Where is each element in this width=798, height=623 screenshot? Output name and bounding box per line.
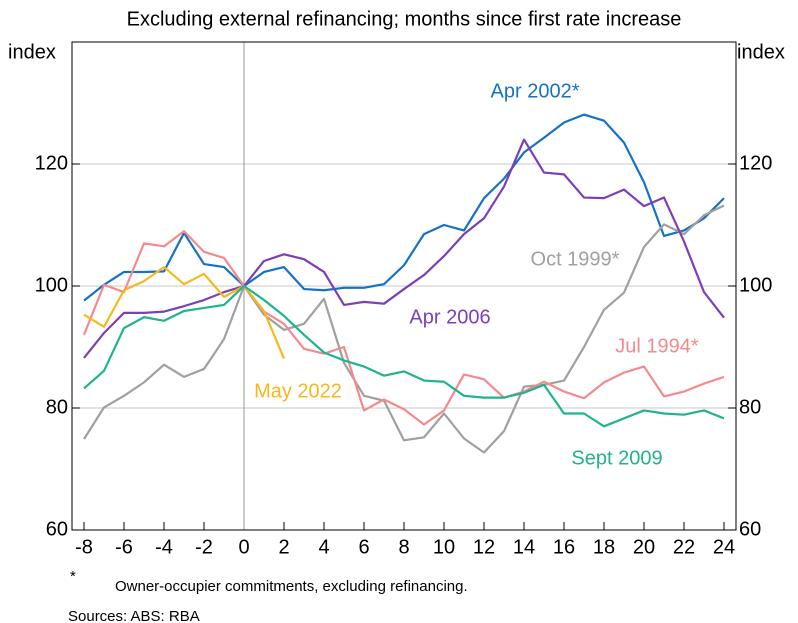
plot-frame [71, 41, 737, 531]
x-tick-label: 4 [318, 536, 329, 558]
series-label: Apr 2002* [491, 80, 580, 102]
y2-tick-label: 80 [739, 396, 761, 418]
x-tick-label: -8 [75, 536, 93, 558]
x-tick-label: 6 [358, 536, 369, 558]
y-tick-label: 100 [35, 274, 68, 296]
footnote: Owner-occupier commitments, excluding re… [115, 578, 468, 595]
y-tick-label: 60 [46, 518, 68, 540]
series-line [83, 138, 725, 359]
x-tick-label: 18 [593, 536, 615, 558]
series-label: May 2022 [254, 380, 342, 402]
y-axis-label: index [8, 41, 56, 63]
x-tick-label: 20 [633, 536, 655, 558]
x-tick-label: 0 [238, 536, 249, 558]
x-tick-label: 2 [278, 536, 289, 558]
y2-tick-label: 60 [739, 518, 761, 540]
chart-title: Excluding external refinancing; months s… [127, 8, 682, 30]
series-label: Jul 1994* [615, 335, 699, 357]
x-tick-label: 12 [473, 536, 495, 558]
x-tick-label: 14 [513, 536, 535, 558]
y-tick-label: 80 [46, 396, 68, 418]
x-tick-label: -6 [115, 536, 133, 558]
x-tick-label: 24 [713, 536, 735, 558]
series-line [83, 204, 725, 454]
x-tick-label: 10 [433, 536, 455, 558]
series-line [83, 113, 725, 302]
series-label: Oct 1999* [531, 248, 620, 270]
x-tick-label: -4 [155, 536, 173, 558]
x-tick-label: 16 [553, 536, 575, 558]
y-tick-label: 120 [35, 152, 68, 174]
series-label: Apr 2006 [409, 306, 490, 328]
y2-axis-label: index [737, 41, 785, 63]
x-tick-label: 8 [398, 536, 409, 558]
footnote-marker: * [70, 568, 76, 585]
x-tick-label: -2 [195, 536, 213, 558]
y2-tick-label: 120 [739, 152, 772, 174]
sources: Sources: ABS: RBA [68, 608, 200, 623]
series-line [83, 265, 286, 360]
series-line [82, 230, 725, 426]
y2-tick-label: 100 [739, 274, 772, 296]
x-tick-label: 22 [673, 536, 695, 558]
series-line [83, 284, 725, 428]
series-label: Sept 2009 [571, 447, 662, 469]
